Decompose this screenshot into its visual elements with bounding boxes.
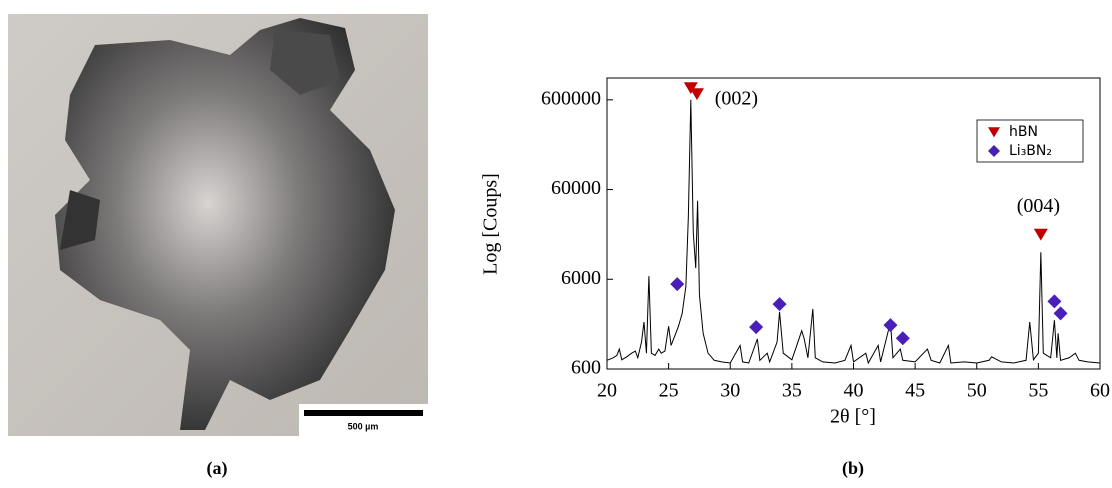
legend-marker xyxy=(988,127,1000,138)
x-tick-label: 20 xyxy=(597,380,617,402)
x-tick-label: 55 xyxy=(1028,380,1048,402)
annotation: (002) xyxy=(715,87,758,109)
panel-label: (a) xyxy=(207,458,228,479)
legend-marker xyxy=(988,145,1000,157)
peak-marker xyxy=(895,331,910,346)
x-tick-label: 35 xyxy=(782,380,802,402)
peak-marker xyxy=(689,88,704,101)
y-tick-label: 600000 xyxy=(541,87,601,109)
x-tick-label: 40 xyxy=(844,380,864,402)
x-tick-label: 60 xyxy=(1090,380,1110,402)
spectrum-line xyxy=(606,99,1101,365)
peak-marker xyxy=(683,82,698,95)
y-tick-label: 6000 xyxy=(561,267,601,289)
legend-label: hBN xyxy=(1009,124,1038,140)
peak-marker xyxy=(670,277,685,292)
scale-bar-label: 500 µm xyxy=(348,421,379,431)
y-axis-label: Log [Coups] xyxy=(480,173,502,275)
y-tick-label: 60000 xyxy=(551,177,601,199)
peak-marker xyxy=(1033,228,1048,241)
legend-box xyxy=(976,119,1084,163)
peak-marker xyxy=(749,320,764,335)
annotation: (004) xyxy=(1017,195,1060,217)
y-tick-label: 600 xyxy=(571,357,601,379)
x-tick-label: 30 xyxy=(720,380,740,402)
x-tick-label: 45 xyxy=(905,380,925,402)
legend-label: Li₃BN₂ xyxy=(1009,143,1052,159)
x-tick-label: 50 xyxy=(967,380,987,402)
peak-marker xyxy=(1047,294,1062,309)
peak-marker xyxy=(1053,306,1068,321)
panel-label: (b) xyxy=(842,458,864,479)
x-tick-label: 25 xyxy=(659,380,679,402)
peak-marker xyxy=(883,318,898,333)
peak-marker xyxy=(772,297,787,312)
x-axis-label: 2θ [°] xyxy=(830,406,876,428)
photo: 500 µm xyxy=(8,14,428,436)
